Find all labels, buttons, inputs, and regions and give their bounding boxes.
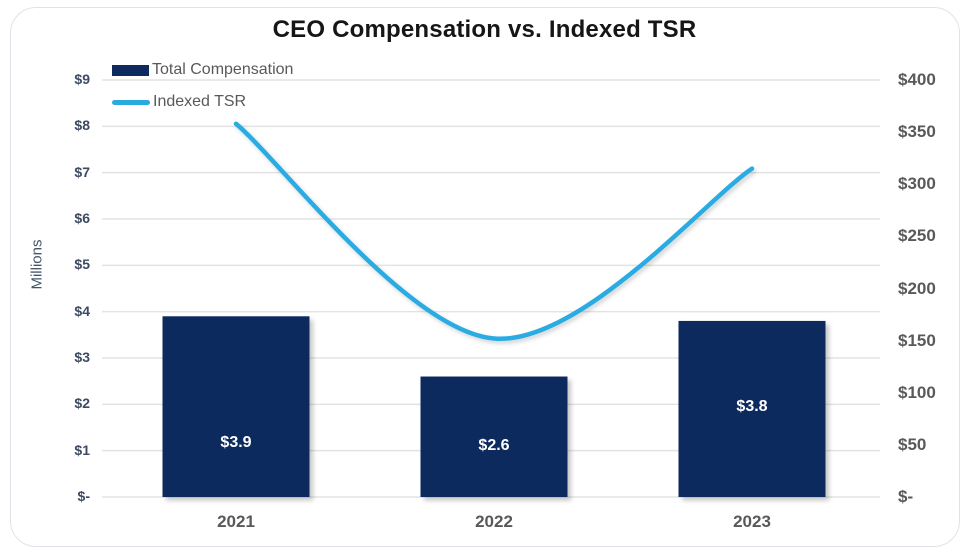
legend-label-indexed-tsr: Indexed TSR [153,93,247,110]
left-axis-tick: $1 [74,441,90,458]
legend-bar-swatch-icon [112,64,149,76]
left-axis-tick: $8 [74,117,90,134]
x-axis-label-2021: 2021 [217,512,255,531]
right-axis-tick: $250 [898,226,936,246]
left-axis-tick: $- [77,488,90,504]
x-axis-label-2022: 2022 [475,512,513,531]
right-axis-tick: $150 [898,330,936,350]
legend: Total Compensation Indexed TSR [112,59,293,123]
right-axis-tick: $400 [898,70,936,89]
right-axis-tick: $350 [898,122,936,142]
bar-value-label: $2.6 [478,437,510,455]
right-axis-tick: $- [898,487,914,506]
legend-line-swatch-icon [112,99,150,105]
chart-title: CEO Compensation vs. Indexed TSR [272,16,697,43]
right-axis-tick: $100 [898,382,936,402]
right-axis-tick: $200 [898,278,936,298]
left-axis-tick: $6 [74,210,90,226]
x-axis-label-2023: 2023 [733,512,771,531]
right-axis-tick: $50 [898,434,927,454]
right-axis-tick: $300 [898,174,936,194]
left-axis-tick: $3 [74,349,90,365]
left-axis-tick: $2 [74,395,90,412]
bar-value-label: $3.8 [736,398,768,416]
legend-item-total-compensation: Total Compensation [112,59,293,81]
legend-item-indexed-tsr: Indexed TSR [112,91,293,113]
bar-value-label: $3.9 [220,433,252,451]
left-axis-tick: $5 [74,256,90,273]
left-axis-tick: $4 [74,302,90,319]
left-axis-tick: $9 [74,71,90,87]
left-axis-tick: $7 [74,163,90,180]
legend-label-total-compensation: Total Compensation [152,61,294,78]
